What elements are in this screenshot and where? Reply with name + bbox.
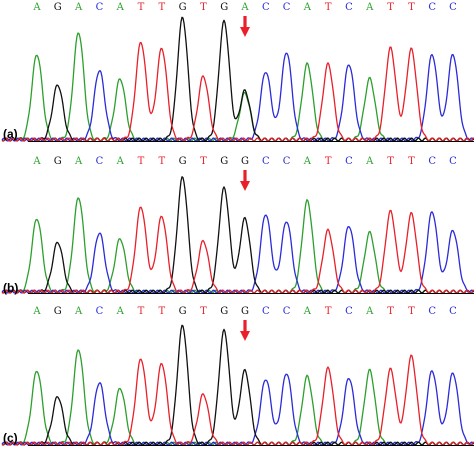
traces-a: [1, 16, 474, 142]
base-call-c-7: G: [179, 306, 187, 317]
trace-b-a: [1, 197, 474, 294]
base-call-c-12: C: [283, 306, 291, 317]
mutation-arrow-shaft-c: [243, 320, 247, 332]
base-call-c-10: G: [241, 306, 249, 317]
base-call-a-17: T: [387, 2, 394, 13]
base-call-c-2: A: [74, 306, 83, 317]
mutation-arrow-a: [240, 16, 250, 37]
base-call-c-5: T: [138, 306, 145, 317]
panel-a: A G A C A T T G T G A C C A T C A T T C C (a): [1, 2, 474, 142]
base-call-b-7: G: [179, 156, 187, 167]
base-call-c-18: T: [408, 306, 415, 317]
base-call-c-13: A: [303, 306, 312, 317]
trace-a-c: [1, 52, 474, 142]
base-call-a-9: G: [220, 2, 228, 13]
base-call-a-1: G: [54, 2, 62, 13]
trace-c-g: [1, 324, 474, 446]
base-call-a-11: C: [262, 2, 270, 13]
base-call-c-4: A: [116, 306, 125, 317]
base-call-c-20: C: [449, 306, 457, 317]
panel-label-b: (b): [3, 281, 18, 295]
panel-b: A G A C A T T G T G G C C A T C A T T C C (b): [1, 156, 474, 295]
base-call-b-20: C: [449, 156, 457, 167]
base-call-b-13: A: [303, 156, 312, 167]
base-call-b-16: A: [365, 156, 374, 167]
base-call-a-10: A: [240, 2, 249, 13]
mutation-arrow-head-b: [240, 181, 250, 191]
base-call-b-3: C: [96, 156, 104, 167]
base-call-a-0: A: [32, 2, 41, 13]
base-call-c-11: C: [262, 306, 270, 317]
base-call-b-17: T: [387, 156, 394, 167]
base-call-a-7: G: [179, 2, 187, 13]
base-call-c-8: T: [200, 306, 207, 317]
base-call-a-4: A: [116, 2, 125, 13]
base-call-a-18: T: [408, 2, 415, 13]
base-call-a-20: C: [449, 2, 457, 13]
mutation-arrow-shaft-a: [243, 16, 247, 28]
base-call-a-19: C: [428, 2, 436, 13]
base-call-a-3: C: [96, 2, 104, 13]
panel-c: A G A C A T T G T G G C C A T C A T T C C (c): [1, 306, 474, 446]
mutation-arrow-c: [240, 320, 250, 341]
base-call-a-16: A: [365, 2, 374, 13]
base-call-b-12: C: [283, 156, 291, 167]
traces-b: [1, 176, 474, 294]
mutation-arrow-head-a: [240, 27, 250, 37]
base-call-c-3: C: [96, 306, 104, 317]
base-call-b-11: C: [262, 156, 270, 167]
base-call-b-14: T: [325, 156, 332, 167]
base-call-b-4: A: [116, 156, 125, 167]
base-call-c-14: T: [325, 306, 332, 317]
mutation-arrow-b: [240, 170, 250, 191]
base-call-a-5: T: [138, 2, 145, 13]
base-call-b-1: G: [54, 156, 62, 167]
panel-label-c: (c): [3, 431, 18, 445]
base-call-a-15: C: [345, 2, 353, 13]
mutation-arrow-head-c: [240, 331, 250, 341]
base-call-a-8: T: [200, 2, 207, 13]
base-call-b-18: T: [408, 156, 415, 167]
base-call-b-15: C: [345, 156, 353, 167]
base-call-a-2: A: [74, 2, 83, 13]
base-call-c-15: C: [345, 306, 353, 317]
trace-b-c: [1, 211, 474, 294]
base-call-c-1: G: [54, 306, 62, 317]
base-call-b-8: T: [200, 156, 207, 167]
base-call-b-10: G: [241, 156, 249, 167]
panel-label-a: (a): [3, 127, 18, 141]
base-call-b-6: T: [158, 156, 165, 167]
base-call-c-6: T: [158, 306, 165, 317]
base-call-c-19: C: [428, 306, 436, 317]
base-call-a-12: C: [283, 2, 291, 13]
trace-b-t: [1, 206, 474, 294]
trace-c-a: [1, 349, 474, 446]
base-call-b-19: C: [428, 156, 436, 167]
base-call-b-2: A: [74, 156, 83, 167]
base-call-c-0: A: [32, 306, 41, 317]
mutation-arrow-shaft-b: [243, 170, 247, 182]
base-call-b-0: A: [32, 156, 41, 167]
base-call-c-9: G: [220, 306, 228, 317]
trace-c-t: [1, 354, 474, 446]
base-call-b-9: G: [220, 156, 228, 167]
base-call-b-5: T: [138, 156, 145, 167]
base-call-c-17: T: [387, 306, 394, 317]
base-call-c-16: A: [365, 306, 374, 317]
base-call-a-13: A: [303, 2, 312, 13]
trace-a-a: [1, 32, 474, 142]
base-call-a-6: T: [158, 2, 165, 13]
traces-c: [1, 324, 474, 446]
base-call-a-14: T: [325, 2, 332, 13]
trace-a-t: [1, 41, 474, 142]
